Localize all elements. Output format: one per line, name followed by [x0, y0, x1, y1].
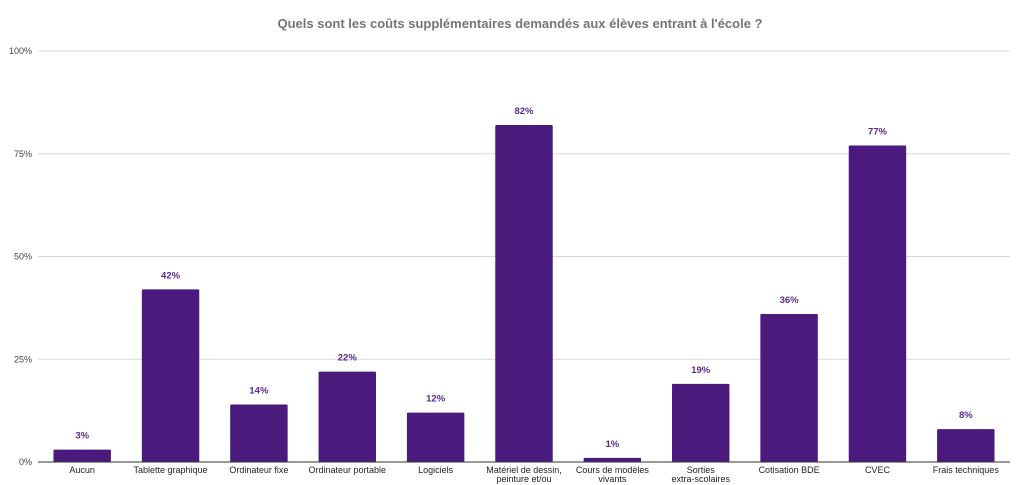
x-tick-label: Sorties extra-scolaires: [671, 465, 730, 484]
data-label: 19%: [691, 365, 711, 376]
x-axis-ticks: Aucun Tablette graphique Ordinateur fixe Or…: [69, 465, 999, 485]
bar: [583, 457, 642, 462]
y-tick-label: 25%: [14, 354, 32, 364]
y-tick-label: 50%: [14, 252, 32, 262]
y-tick-label: 100%: [9, 46, 32, 56]
bar: [848, 145, 907, 462]
bar: [937, 429, 995, 462]
bar: [318, 371, 376, 462]
x-tick-label: CVEC: [865, 465, 891, 475]
bar: [406, 412, 465, 462]
bars: [53, 124, 995, 462]
x-tick-label: Logiciels: [418, 465, 454, 475]
y-axis-ticks: 0% 25% 50% 75% 100%: [9, 46, 32, 467]
data-label: 82%: [514, 106, 534, 117]
data-label: 12%: [426, 394, 446, 405]
bar: [495, 124, 553, 462]
data-label: 1%: [605, 439, 619, 450]
data-label: 36%: [780, 295, 800, 306]
bar: [672, 383, 730, 462]
x-tick-label: Matériel de dessin,peinture et/ousculptu…: [486, 465, 562, 485]
bar: [230, 404, 288, 462]
data-labels: 3% 42% 14% 22% 12% 82% 1% 19% 36% 77% 8%: [75, 106, 973, 450]
chart-title: Quels sont les coûts supplémentaires dem…: [278, 16, 763, 31]
x-tick-label: Ordinateur portable: [308, 465, 386, 475]
x-tick-label: Ordinateur fixe: [229, 465, 288, 475]
x-tick-label: Aucun: [69, 465, 95, 475]
data-label: 14%: [249, 385, 269, 396]
x-tick-label: Cours de modèles vivants: [576, 465, 650, 484]
bar: [760, 314, 818, 462]
x-tick-label: Tablette graphique: [134, 465, 208, 475]
data-label: 77%: [868, 127, 888, 138]
y-tick-label: 75%: [14, 149, 32, 159]
data-label: 42%: [161, 270, 181, 281]
data-label: 3%: [75, 431, 89, 442]
bar: [53, 449, 111, 462]
x-tick-label: Frais techniques: [933, 465, 1000, 475]
bar: [141, 289, 200, 462]
data-label: 8%: [959, 410, 973, 421]
x-tick-label: Cotisation BDE: [759, 465, 820, 475]
y-tick-label: 0%: [19, 457, 32, 467]
data-label: 22%: [338, 353, 358, 364]
